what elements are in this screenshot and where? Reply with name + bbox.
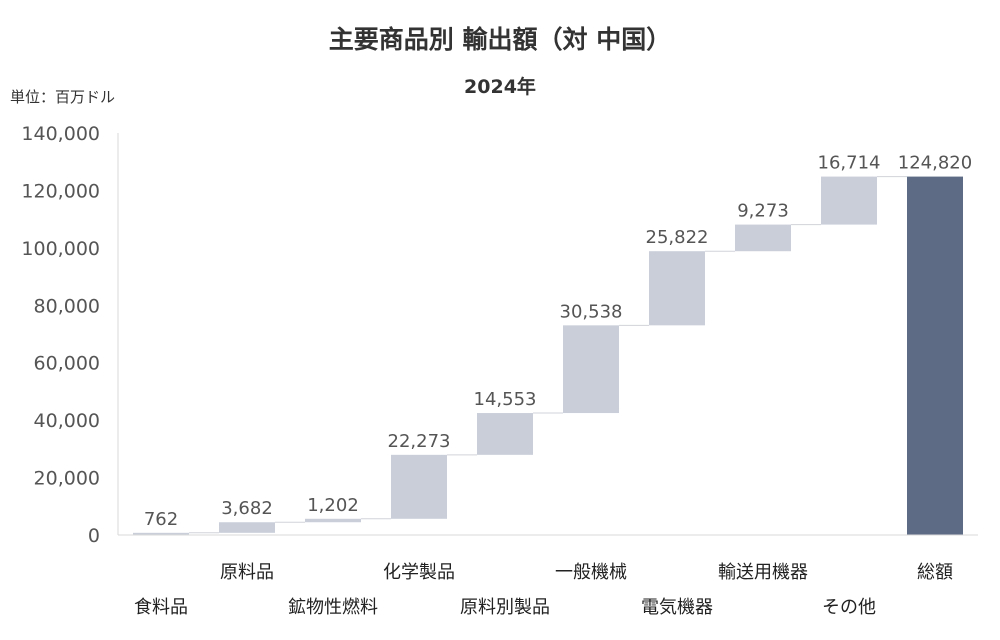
- y-tick-label: 80,000: [34, 295, 100, 317]
- data-label: 30,538: [560, 301, 623, 322]
- y-tick-label: 20,000: [34, 468, 100, 490]
- x-category-label: 原料別製品: [460, 597, 550, 618]
- data-label: 9,273: [737, 201, 789, 222]
- bar-1: [133, 532, 189, 535]
- unit-label: 単位：百万ドル: [10, 88, 115, 106]
- x-category-label: 鉱物性燃料: [288, 597, 378, 618]
- data-label: 25,822: [646, 227, 709, 248]
- bar-total: [907, 176, 963, 535]
- x-category-label: 食料品: [134, 597, 188, 618]
- y-tick-label: 0: [88, 525, 100, 547]
- y-axis: 0 20,000 40,000 60,000 80,000 100,000 120,000 1…: [21, 123, 119, 547]
- data-labels: 762 3,682 1,202 22,273 14,553 30,538 25,822 9,2…: [144, 153, 972, 530]
- data-label: 14,553: [474, 389, 537, 410]
- chart-title: 主要商品別 輸出額（対 中国）: [329, 25, 671, 54]
- data-label: 3,682: [221, 498, 273, 519]
- bar-9: [821, 176, 877, 225]
- chart-subtitle: 2024年: [464, 75, 536, 98]
- y-tick-label: 40,000: [34, 410, 100, 432]
- bar-3: [305, 518, 361, 523]
- bar-2: [219, 522, 275, 533]
- bar-5: [477, 413, 533, 455]
- x-category-label: 総額: [917, 562, 953, 583]
- x-category-label: その他: [822, 597, 876, 618]
- y-tick-label: 120,000: [21, 180, 100, 202]
- x-category-label: 原料品: [220, 562, 274, 583]
- bars: [133, 176, 963, 535]
- x-category-label: 一般機械: [555, 562, 627, 583]
- data-label: 22,273: [388, 431, 451, 452]
- connector-lines: [189, 176, 907, 534]
- x-category-label: 電気機器: [641, 597, 713, 618]
- bar-8: [735, 224, 791, 252]
- y-tick-label: 60,000: [34, 353, 100, 375]
- bar-7: [649, 251, 705, 326]
- y-tick-label: 100,000: [21, 238, 100, 260]
- data-label: 762: [144, 509, 178, 530]
- data-label: 1,202: [307, 495, 359, 516]
- x-category-label: 化学製品: [383, 562, 455, 583]
- bar-4: [391, 454, 447, 519]
- data-label: 124,820: [898, 153, 972, 174]
- data-label: 16,714: [818, 153, 881, 174]
- bar-6: [563, 325, 619, 414]
- y-tick-label: 140,000: [21, 123, 100, 145]
- x-category-label: 輸送用機器: [718, 562, 808, 583]
